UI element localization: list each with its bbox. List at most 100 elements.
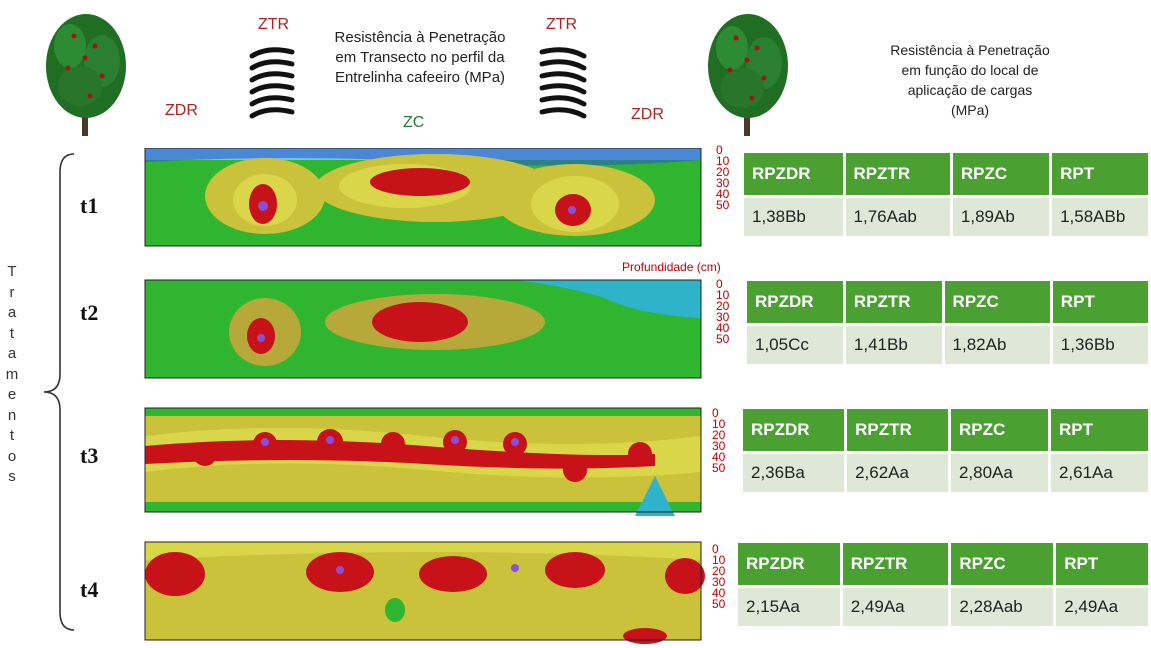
value-rpztr: 2,49Aa (842, 588, 949, 626)
depth-axis-t4: 0 10 20 30 40 50 (712, 542, 726, 611)
depth-tick: 50 (712, 461, 726, 475)
depth-tick: 20 (716, 165, 730, 179)
depth-tick: 40 (712, 586, 726, 600)
table-header-row: RPZDR RPZTR RPZC RPT (738, 543, 1148, 585)
value-rpzdr: 1,05Cc (747, 326, 843, 364)
load-title-line-4: (MPa) (950, 102, 990, 118)
depth-tick: 0 (712, 542, 719, 556)
load-title-line-2: em função do local de (901, 62, 1039, 78)
treatments-vertical-label: T r a t a m e n t o s (5, 263, 19, 485)
depth-tick: 20 (716, 299, 730, 313)
depth-tick: 0 (716, 143, 723, 157)
treatments-brace (43, 153, 75, 631)
depth-axis-label: Profundidade (cm) (622, 260, 721, 274)
load-location-title: Resistência à Penetração em função do lo… (845, 40, 1095, 120)
depth-tick: 50 (716, 198, 730, 212)
depth-tick: 20 (712, 428, 726, 442)
value-rpt: 1,58ABb (1052, 198, 1148, 236)
header-rpztr: RPZTR (847, 409, 948, 451)
header-rpztr: RPZTR (842, 543, 949, 585)
depth-tick: 10 (716, 154, 730, 168)
contour-map-t2 (144, 279, 702, 379)
contour-map-t1 (144, 148, 702, 247)
depth-tick: 50 (712, 597, 726, 611)
treatment-label-t3: t3 (80, 443, 99, 468)
header-rpztr: RPZTR (845, 153, 950, 195)
transect-title-line-2: em Transecto no perfil da (335, 49, 505, 66)
depth-tick: 20 (712, 564, 726, 578)
value-rpztr: 1,76Aab (845, 198, 950, 236)
depth-tick: 10 (712, 553, 726, 567)
table-row: 1,05Cc 1,41Bb 1,82Ab 1,36Bb (747, 326, 1148, 364)
value-rpzdr: 2,36Ba (743, 454, 845, 492)
depth-tick: 10 (712, 417, 726, 431)
depth-tick: 40 (716, 187, 730, 201)
value-rpztr: 1,41Bb (845, 326, 942, 364)
depth-tick: 40 (712, 450, 726, 464)
depth-tick: 40 (716, 321, 730, 335)
treatment-label-t1: t1 (80, 193, 99, 218)
depth-axis-t2: 0 10 20 30 40 50 (716, 277, 730, 346)
depth-tick: 50 (716, 332, 730, 346)
treatment-label-t4: t4 (80, 577, 99, 602)
results-table-t4: RPZDR RPZTR RPZC RPT 2,15Aa 2,49Aa 2,28A… (735, 540, 1151, 629)
contour-map-t4 (144, 541, 705, 644)
value-rpt: 1,36Bb (1052, 326, 1148, 364)
tire-track-right-icon (539, 47, 587, 119)
depth-tick: 30 (716, 176, 730, 190)
header-rpt: RPT (1052, 153, 1148, 195)
coffee-tree-right-icon (708, 14, 788, 136)
depth-tick: 0 (712, 406, 719, 420)
table-header-row: RPZDR RPZTR RPZC RPT (747, 281, 1148, 323)
value-rpztr: 2,62Aa (847, 454, 948, 492)
depth-tick: 30 (716, 310, 730, 324)
header-rpzc: RPZC (951, 543, 1054, 585)
table-header-row: RPZDR RPZTR RPZC RPT (744, 153, 1148, 195)
header-rpzc: RPZC (950, 409, 1048, 451)
load-title-line-1: Resistência à Penetração (890, 42, 1050, 58)
tire-track-left-icon (249, 47, 295, 119)
transect-title-line-1: Resistência à Penetração (334, 29, 506, 46)
header-rpzc: RPZC (952, 153, 1050, 195)
coffee-tree-left-icon (46, 14, 126, 136)
value-rpt: 2,61Aa (1050, 454, 1148, 492)
depth-axis-t3: 0 10 20 30 40 50 (712, 406, 726, 475)
depth-axis-t1: 0 10 20 30 40 50 (716, 143, 730, 212)
header-rpzdr: RPZDR (747, 281, 843, 323)
header-rpzdr: RPZDR (738, 543, 840, 585)
treatment-label-t2: t2 (80, 300, 99, 325)
depth-tick: 30 (712, 575, 726, 589)
results-table-t1: RPZDR RPZTR RPZC RPT 1,38Bb 1,76Aab 1,89… (741, 150, 1151, 239)
results-table-t2: RPZDR RPZTR RPZC RPT 1,05Cc 1,41Bb 1,82A… (744, 278, 1151, 367)
zone-zdr-right-label: ZDR (631, 106, 664, 123)
header-rpt: RPT (1050, 409, 1148, 451)
table-header-row: RPZDR RPZTR RPZC RPT (743, 409, 1148, 451)
header-rpzdr: RPZDR (744, 153, 843, 195)
header-rpztr: RPZTR (845, 281, 942, 323)
value-rpzdr: 1,38Bb (744, 198, 843, 236)
table-row: 1,38Bb 1,76Aab 1,89Ab 1,58ABb (744, 198, 1148, 236)
depth-tick: 30 (712, 439, 726, 453)
zone-zc-label: ZC (403, 114, 425, 131)
header-rpt: RPT (1056, 543, 1148, 585)
value-rpzc: 2,28Aab (951, 588, 1054, 626)
table-row: 2,36Ba 2,62Aa 2,80Aa 2,61Aa (743, 454, 1148, 492)
table-row: 2,15Aa 2,49Aa 2,28Aab 2,49Aa (738, 588, 1148, 626)
value-rpzc: 2,80Aa (950, 454, 1048, 492)
load-title-line-3: aplicação de cargas (907, 82, 1033, 98)
depth-tick: 0 (716, 277, 723, 291)
header-rpzc: RPZC (944, 281, 1050, 323)
depth-tick: 10 (716, 288, 730, 302)
results-table-t3: RPZDR RPZTR RPZC RPT 2,36Ba 2,62Aa 2,80A… (740, 406, 1151, 495)
transect-title-line-3: Entrelinha cafeeiro (MPa) (334, 69, 506, 86)
zone-ztr-right-label: ZTR (546, 16, 578, 33)
header-rpt: RPT (1052, 281, 1148, 323)
contour-map-t3 (144, 407, 702, 516)
header-rpzdr: RPZDR (743, 409, 845, 451)
transect-title: Resistência à Penetração em Transecto no… (300, 28, 540, 88)
zone-zdr-left-label: ZDR (165, 102, 198, 119)
value-rpzc: 1,82Ab (944, 326, 1050, 364)
zone-ztr-left-label: ZTR (258, 16, 290, 33)
value-rpt: 2,49Aa (1056, 588, 1148, 626)
value-rpzdr: 2,15Aa (738, 588, 840, 626)
